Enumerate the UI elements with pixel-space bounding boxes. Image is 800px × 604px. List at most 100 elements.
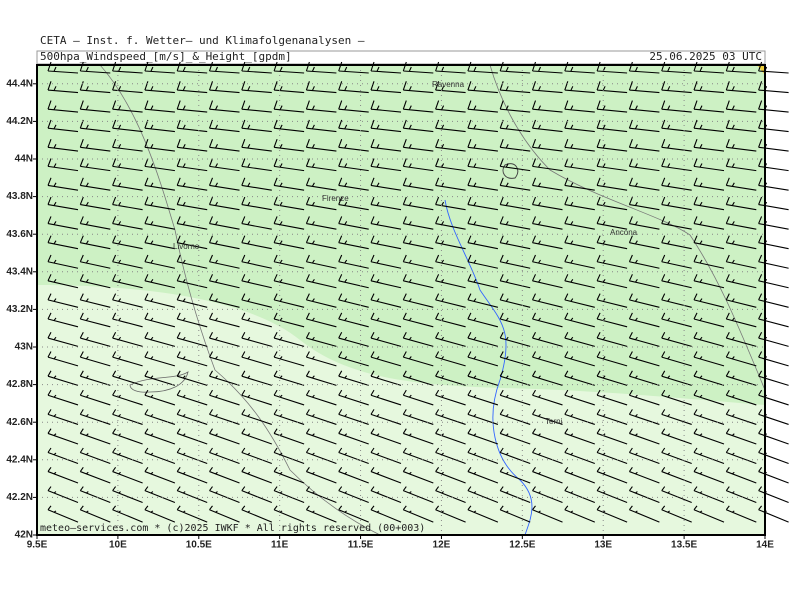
wind-barb (402, 61, 434, 74)
wind-barb (273, 216, 305, 230)
wind-barb (435, 100, 466, 113)
wind-barb (499, 486, 531, 504)
wind-barb (725, 139, 757, 152)
wind-barb (305, 196, 337, 211)
wind-barb (693, 235, 725, 250)
wind-barb (499, 81, 531, 94)
wind-barb (499, 389, 531, 406)
wind-barb (338, 196, 369, 211)
wind-barb (338, 331, 369, 347)
wind-barb (47, 486, 79, 504)
wind-barb (112, 466, 143, 484)
wind-barb (564, 312, 595, 328)
wind-barb (725, 466, 757, 484)
wind-barb (693, 486, 725, 504)
wind-barb (725, 370, 757, 386)
city-label: Firenze (322, 194, 349, 203)
wind-barb (144, 351, 176, 367)
wind-barb (176, 389, 208, 406)
wind-barb (47, 177, 79, 191)
wind-barb (79, 351, 111, 367)
wind-barb (338, 177, 369, 191)
wind-barb (305, 486, 337, 504)
wind-barb (532, 428, 563, 445)
wind-barb (499, 158, 531, 172)
wind-barb (467, 177, 498, 191)
wind-barb (305, 216, 337, 230)
wind-barb (435, 351, 466, 367)
wind-barb (725, 177, 757, 191)
wind-barb (338, 254, 369, 269)
wind-barb (467, 351, 499, 367)
wind-barb (596, 158, 628, 172)
y-tick-label: 44.2N (6, 116, 33, 127)
wind-barb (273, 139, 305, 152)
wind-barb (435, 389, 466, 406)
wind-barb (725, 312, 757, 328)
wind-barb (435, 158, 466, 172)
wind-barb (176, 505, 208, 523)
wind-barb (499, 100, 531, 113)
wind-barb (564, 158, 595, 172)
wind-barb (112, 139, 143, 152)
wind-barb (596, 235, 628, 250)
wind-barb (499, 312, 531, 328)
wind-barb (661, 274, 692, 289)
wind-barb (273, 331, 305, 347)
wind-barb (176, 81, 208, 94)
wind-barb (628, 235, 660, 250)
wind-barb (273, 254, 305, 269)
wind-barb (273, 370, 305, 386)
wind-barb (112, 389, 143, 406)
wind-barb (596, 81, 628, 94)
wind-barb (305, 331, 337, 347)
wind-barb (305, 119, 337, 133)
wind-barb (47, 370, 79, 386)
wind-barb (693, 293, 725, 308)
wind-barb (144, 216, 176, 230)
wind-barb (564, 254, 595, 269)
river (444, 199, 533, 536)
wind-barb (661, 216, 692, 230)
wind-barb (273, 274, 305, 289)
wind-barb (241, 486, 273, 504)
x-tick-label: 9.5E (27, 540, 48, 551)
wind-barb (596, 119, 628, 133)
wind-barb (305, 351, 337, 367)
wind-barb (467, 331, 499, 347)
wind-barb (112, 409, 143, 425)
wind-barb (499, 428, 531, 445)
wind-barb (273, 177, 305, 191)
wind-barb (370, 216, 402, 230)
wind-barb (725, 389, 757, 406)
wind-barb (79, 274, 111, 289)
wind-barb (241, 177, 272, 191)
wind-barb (661, 61, 692, 74)
wind-barb (693, 100, 725, 113)
wind-barb (499, 216, 531, 230)
wind-barb (305, 409, 337, 425)
wind-barb (305, 158, 337, 172)
wind-barb (47, 293, 79, 308)
x-tick-label: 12E (433, 540, 451, 551)
wind-barb (338, 235, 369, 250)
wind-barb (532, 409, 563, 425)
wind-barb (725, 428, 757, 445)
wind-barb (661, 81, 692, 94)
wind-barb (208, 196, 240, 211)
wind-barb (628, 389, 660, 406)
wind-barb (725, 158, 757, 172)
wind-barb (628, 119, 660, 133)
wind-barb (693, 389, 725, 406)
y-tick-label: 43.8N (6, 191, 33, 202)
wind-barb (208, 139, 240, 152)
wind-barb (112, 254, 143, 269)
wind-barb (241, 196, 272, 211)
wind-barb (596, 216, 628, 230)
wind-barb (370, 254, 402, 269)
wind-barb (661, 505, 692, 523)
wind-barb (596, 486, 628, 504)
wind-barb (693, 331, 725, 347)
y-tick-label: 42.4N (6, 454, 33, 465)
wind-barb (370, 100, 402, 113)
